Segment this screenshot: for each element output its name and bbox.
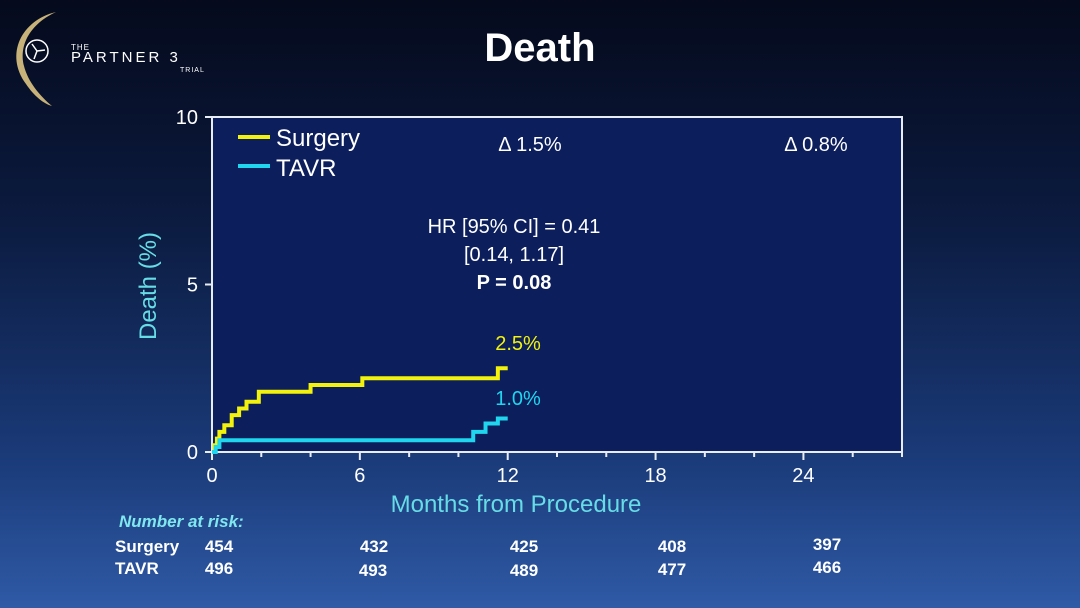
x-tick-label-3: 18: [644, 465, 666, 487]
hr-line-2: [0.14, 1.17]: [464, 244, 564, 266]
x-axis-label: Months from Procedure: [391, 491, 642, 518]
slide-title: Death: [484, 26, 596, 70]
y-tick-label-2: 10: [176, 107, 198, 129]
tavr-end-label: 1.0%: [495, 388, 541, 410]
risk-tavr-24: 466: [812, 558, 842, 577]
logo-partner: PARTNER 3: [71, 49, 181, 66]
x-tick-label-1: 6: [354, 465, 365, 487]
delta-24-annotation: Δ 0.8%: [784, 134, 848, 156]
p-value: P = 0.08: [477, 272, 552, 294]
logo-trial: TRIAL: [180, 67, 205, 74]
risk-surgery-18: 408: [657, 537, 687, 556]
tavr-series-line: [212, 416, 508, 454]
y-axis-label: Death (%): [135, 232, 162, 340]
risk-tavr-18: 477: [657, 560, 687, 579]
risk-surgery-12: 425: [509, 537, 539, 556]
x-tick-label-2: 12: [497, 465, 519, 487]
x-tick-label-4: 24: [792, 465, 814, 487]
laurel-swoosh-icon: [16, 12, 56, 106]
surgery-end-label: 2.5%: [495, 333, 541, 355]
partner-3-logo: THE PARTNER 3 TRIAL: [4, 6, 219, 111]
risk-surgery-24: 397: [812, 535, 842, 554]
legend-tavr-label: TAVR: [276, 155, 336, 182]
y-tick-label-1: 5: [187, 275, 198, 297]
y-tick-label-0: 0: [187, 442, 198, 464]
x-tick-label-0: 0: [206, 465, 217, 487]
risk-surgery-6: 432: [359, 537, 389, 556]
risk-row-label-surgery: Surgery: [115, 537, 180, 556]
risk-tavr-0: 496: [204, 559, 234, 578]
risk-surgery-0: 454: [204, 537, 234, 556]
risk-tavr-12: 489: [509, 561, 539, 580]
risk-row-label-tavr: TAVR: [115, 559, 159, 578]
logo-the: THE: [71, 43, 90, 52]
surgery-series-line: [212, 366, 508, 454]
legend-surgery-label: Surgery: [276, 125, 360, 152]
hr-line-1: HR [95% CI] = 0.41: [428, 216, 601, 238]
risk-table-title: Number at risk:: [119, 512, 244, 531]
risk-tavr-6: 493: [358, 561, 388, 580]
delta-12-annotation: Δ 1.5%: [498, 134, 562, 156]
plot-area: [211, 116, 903, 453]
